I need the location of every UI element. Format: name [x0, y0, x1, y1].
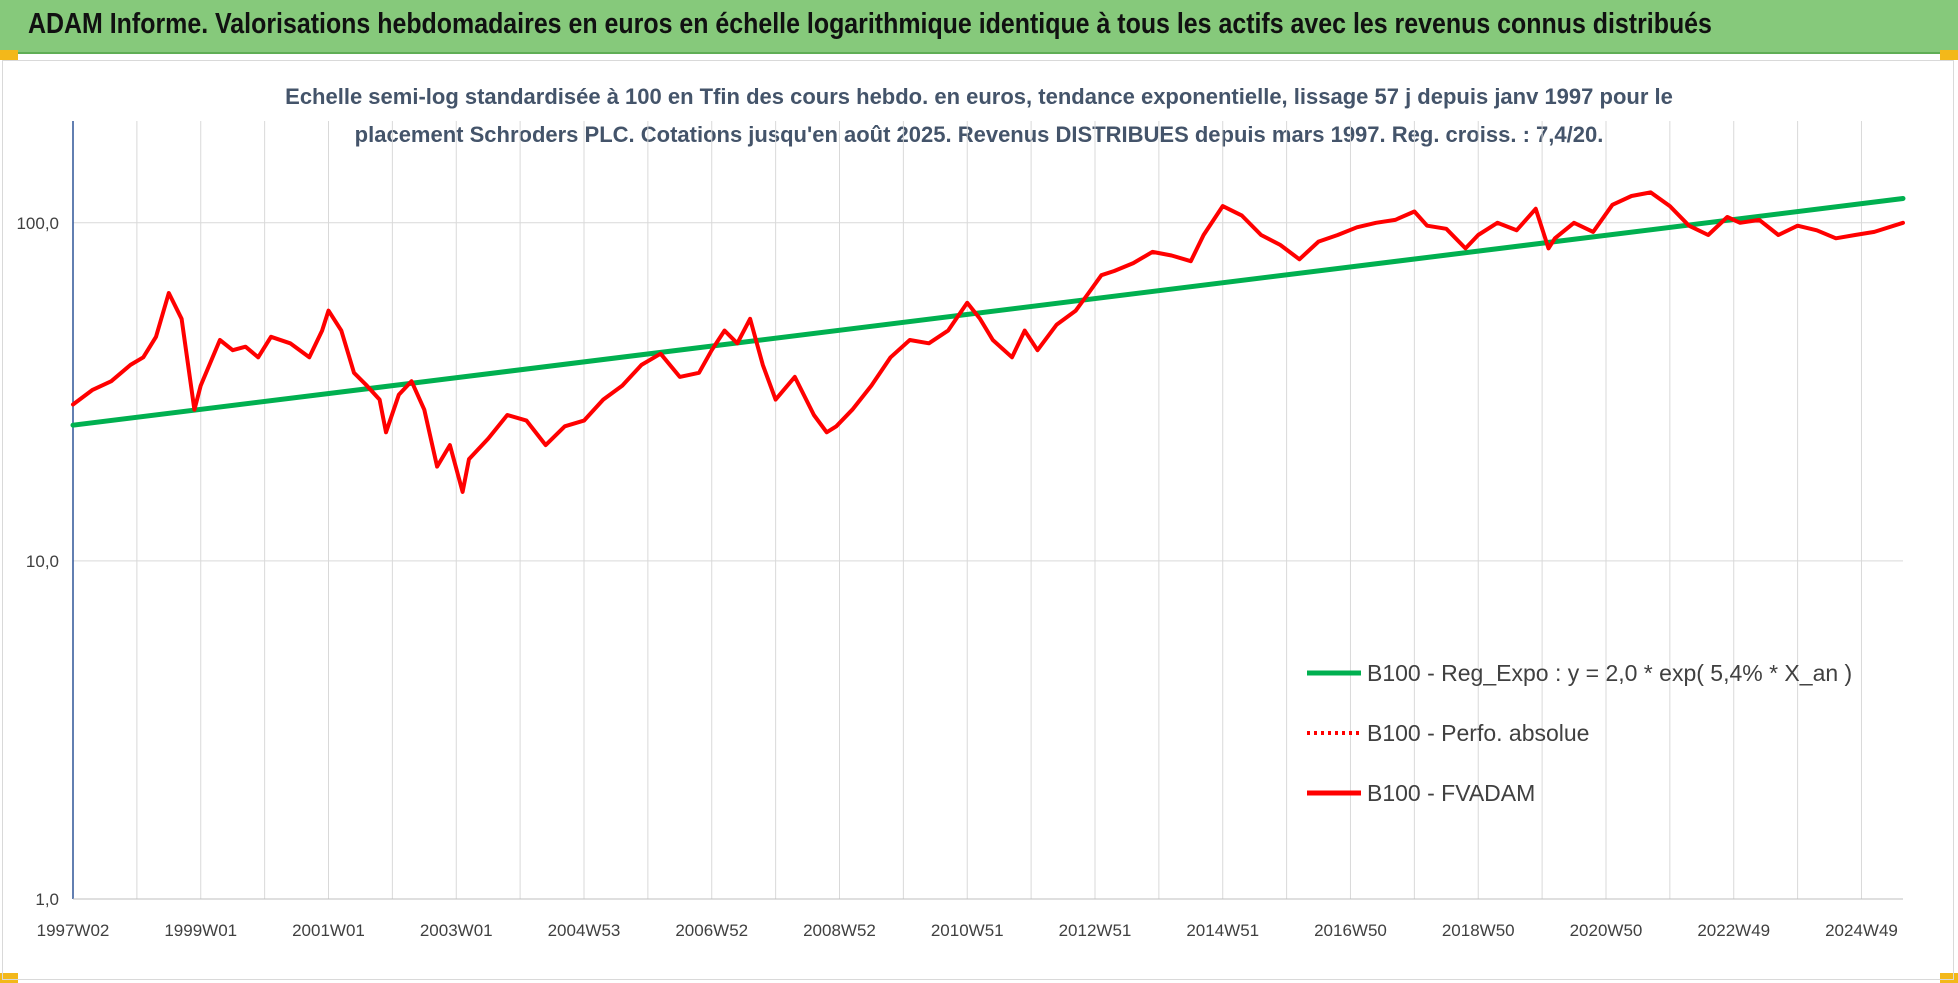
series-lines: [70, 190, 1906, 494]
chart-title-line-2: placement Schroders PLC. Cotations jusqu…: [355, 122, 1604, 147]
x-tick-label: 2010W51: [931, 921, 1004, 940]
y-tick-label: 100,0: [16, 214, 59, 233]
legend-label-perfo-absolue: B100 - Perfo. absolue: [1367, 720, 1589, 746]
x-tick-label: 2004W53: [548, 921, 621, 940]
series-line-0: [70, 196, 1906, 428]
corner-marker: [0, 50, 18, 60]
chart-frame: Echelle semi-log standardisée à 100 en T…: [2, 60, 1954, 980]
corner-marker: [0, 973, 18, 983]
x-tick-label: 2008W52: [803, 921, 876, 940]
axes: 1,0 10,0 100,0 1997W02 1999W01 2001W01 2003W01…: [16, 121, 1903, 940]
x-tick-label: 2022W49: [1697, 921, 1770, 940]
x-tick-label: 2014W51: [1186, 921, 1259, 940]
report-banner: ADAM Informe. Valorisations hebdomadaire…: [0, 0, 1958, 54]
y-tick-label: 10,0: [26, 552, 59, 571]
legend: B100 - Reg_Expo : y = 2,0 * exp( 5,4% * …: [1307, 660, 1852, 806]
legend-label-reg-expo: B100 - Reg_Expo : y = 2,0 * exp( 5,4% * …: [1367, 660, 1852, 686]
x-tick-label: 2024W49: [1825, 921, 1898, 940]
y-tick-label: 1,0: [35, 890, 59, 909]
x-tick-label: 2016W50: [1314, 921, 1387, 940]
x-tick-label: 2018W50: [1442, 921, 1515, 940]
chart-canvas: Echelle semi-log standardisée à 100 en T…: [16, 84, 1906, 940]
x-tick-label: 2006W52: [675, 921, 748, 940]
x-tick-label: 2001W01: [292, 921, 365, 940]
corner-marker: [1940, 973, 1958, 983]
corner-marker: [1940, 50, 1958, 60]
gridlines: [72, 121, 1903, 900]
legend-label-fvadam: B100 - FVADAM: [1367, 780, 1535, 806]
x-tick-label: 1997W02: [37, 921, 110, 940]
x-tick-label: 2020W50: [1570, 921, 1643, 940]
series-line-2: [71, 190, 1905, 494]
chart-title-line-1: Echelle semi-log standardisée à 100 en T…: [285, 84, 1673, 109]
x-tick-label: 1999W01: [164, 921, 237, 940]
x-tick-label: 2012W51: [1059, 921, 1132, 940]
report-title: ADAM Informe. Valorisations hebdomadaire…: [28, 8, 1712, 40]
x-tick-label: 2003W01: [420, 921, 493, 940]
